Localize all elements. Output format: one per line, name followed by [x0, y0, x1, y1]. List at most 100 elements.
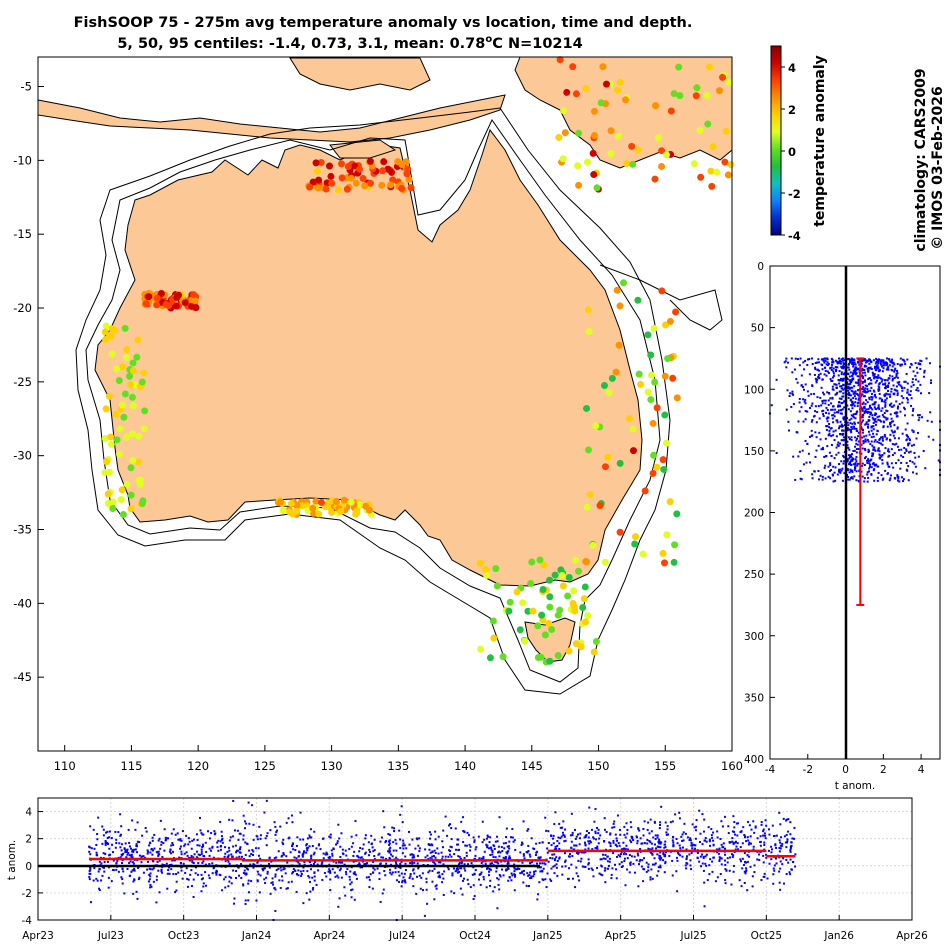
depth-point: [856, 443, 859, 446]
time-x-tick-label: Jan25: [532, 930, 563, 942]
depth-point: [852, 363, 855, 366]
time-point: [224, 852, 227, 855]
depth-point: [823, 393, 826, 396]
time-point: [268, 866, 271, 869]
time-point: [780, 836, 783, 839]
time-point: [758, 853, 761, 856]
time-point: [513, 839, 516, 842]
depth-point: [867, 430, 870, 433]
depth-point: [838, 397, 841, 400]
map-point: [332, 497, 340, 505]
time-point: [390, 853, 393, 856]
time-point: [708, 873, 711, 876]
time-point: [724, 853, 727, 856]
time-point: [762, 834, 765, 837]
time-point: [135, 890, 138, 893]
depth-point: [881, 399, 884, 402]
time-point: [637, 854, 640, 857]
time-point: [205, 850, 208, 853]
depth-point: [910, 385, 913, 388]
time-point: [466, 831, 469, 834]
map-point: [129, 456, 137, 464]
time-point: [752, 820, 755, 823]
time-point: [167, 868, 170, 871]
time-point: [650, 868, 653, 871]
depth-point: [836, 473, 839, 476]
time-point: [360, 866, 363, 869]
time-point: [532, 847, 535, 850]
map-point: [343, 185, 351, 193]
depth-x-tick-label: -2: [803, 764, 813, 776]
time-point: [756, 837, 759, 840]
time-point: [495, 870, 498, 873]
depth-point: [806, 390, 809, 393]
time-point: [228, 839, 231, 842]
depth-point: [864, 384, 867, 387]
time-point: [269, 829, 272, 832]
time-point: [587, 862, 590, 865]
map-point: [625, 415, 633, 423]
time-point: [658, 827, 661, 830]
time-series-panel: Apr23 Jul23 Oct23 Jan24 Apr24 Jul24 Oct24 Jan25…: [6, 797, 928, 942]
time-point: [539, 862, 542, 865]
depth-point: [837, 451, 840, 454]
time-point: [272, 883, 275, 886]
time-point: [181, 830, 184, 833]
depth-point: [911, 378, 914, 381]
depth-point: [851, 453, 854, 456]
time-point: [353, 898, 356, 901]
depth-point: [864, 387, 867, 390]
time-point: [490, 848, 493, 851]
time-point: [367, 841, 370, 844]
depth-point: [864, 374, 867, 377]
time-point: [427, 858, 430, 861]
time-point: [399, 867, 402, 870]
depth-point: [829, 378, 832, 381]
time-point: [657, 866, 660, 869]
map-point: [133, 353, 141, 361]
map-point: [312, 497, 320, 505]
colorbar-tick-label: 0: [788, 145, 796, 159]
depth-point: [872, 374, 875, 377]
depth-point: [868, 462, 871, 465]
time-point: [709, 858, 712, 861]
depth-point: [861, 419, 864, 422]
time-point: [609, 832, 612, 835]
time-point: [363, 863, 366, 866]
time-point: [149, 883, 152, 886]
time-point: [435, 887, 438, 890]
time-point: [372, 867, 375, 870]
time-point: [507, 862, 510, 865]
depth-point: [846, 421, 849, 424]
depth-point: [869, 463, 872, 466]
time-point: [559, 826, 562, 829]
depth-point: [917, 455, 920, 458]
depth-point: [853, 466, 856, 469]
depth-point: [816, 410, 819, 413]
depth-point: [842, 443, 845, 446]
depth-point: [882, 477, 885, 480]
depth-point: [863, 407, 866, 410]
depth-point: [920, 360, 923, 363]
time-point: [353, 850, 356, 853]
time-point: [547, 830, 550, 833]
time-point: [317, 844, 320, 847]
time-point: [575, 851, 578, 854]
time-point: [159, 819, 162, 822]
time-point: [126, 848, 129, 851]
map-point: [650, 324, 658, 332]
map-point: [327, 172, 335, 180]
depth-point: [842, 373, 845, 376]
depth-point: [829, 464, 832, 467]
depth-point: [839, 468, 842, 471]
depth-point: [911, 381, 914, 384]
time-point: [173, 859, 176, 862]
time-point: [555, 847, 558, 850]
depth-point: [871, 371, 874, 374]
time-point: [658, 857, 661, 860]
depth-point: [861, 429, 864, 432]
depth-point: [882, 360, 885, 363]
map-y-tick-label: -15: [13, 227, 32, 241]
map-point: [569, 63, 577, 71]
time-point: [389, 868, 392, 871]
